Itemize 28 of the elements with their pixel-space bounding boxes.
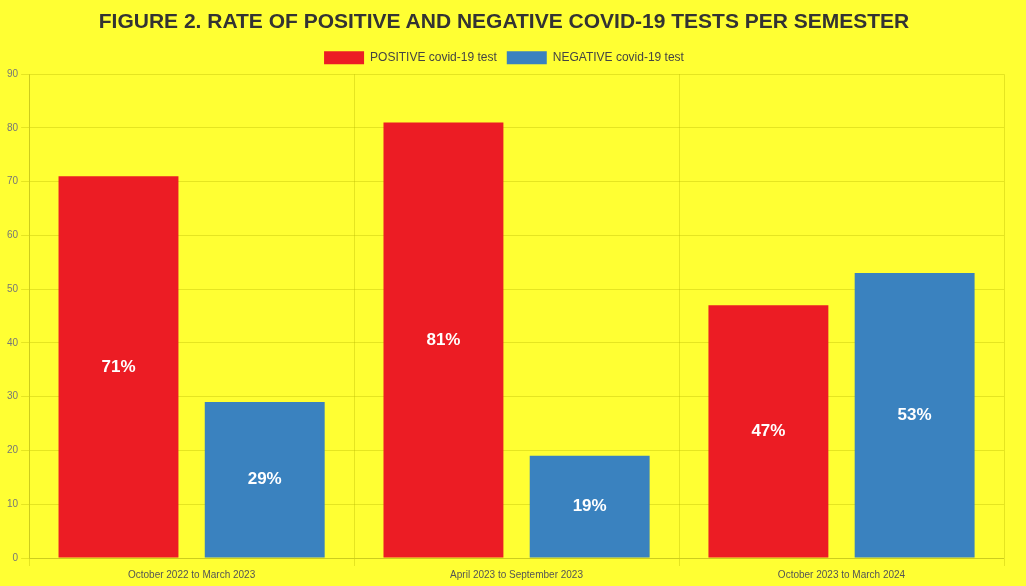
data-label: 81%	[426, 329, 461, 349]
bar	[708, 305, 829, 558]
data-label: 53%	[897, 404, 932, 424]
y-tick-label: 10	[7, 497, 19, 509]
y-tick-label: 50	[7, 282, 19, 294]
data-label: 47%	[751, 421, 786, 441]
y-tick-label: 60	[7, 229, 19, 241]
y-tick-label: 0	[12, 551, 19, 563]
bar	[204, 402, 325, 558]
y-tick-label: 90	[7, 67, 19, 79]
bar	[383, 122, 504, 558]
data-label: 19%	[572, 496, 607, 516]
chart-title: FIGURE 2. RATE OF POSITIVE AND NEGATIVE COVID-19 TESTS PER SEMESTER	[98, 9, 910, 33]
data-label: 71%	[101, 356, 136, 376]
y-tick-label: 20	[7, 444, 19, 456]
x-tick-label: April 2023 to September 2023	[450, 568, 584, 580]
legend-label: NEGATIVE covid-19 test	[552, 50, 685, 65]
bar	[854, 273, 975, 558]
y-tick-label: 30	[7, 390, 19, 402]
y-tick-label: 40	[7, 336, 19, 348]
y-tick-label: 70	[7, 175, 19, 187]
bar	[529, 455, 650, 558]
x-tick-label: October 2023 to March 2024	[777, 568, 906, 580]
bar	[58, 176, 179, 558]
data-label: 29%	[247, 469, 282, 489]
legend-label: POSITIVE covid-19 test	[370, 50, 498, 65]
y-tick-label: 80	[7, 121, 19, 133]
x-tick-label: October 2022 to March 2023	[127, 568, 256, 580]
